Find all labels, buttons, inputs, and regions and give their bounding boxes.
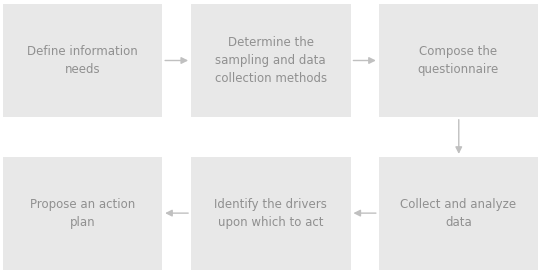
FancyBboxPatch shape (379, 157, 538, 270)
FancyBboxPatch shape (3, 157, 162, 270)
Text: Identify the drivers
upon which to act: Identify the drivers upon which to act (214, 198, 327, 229)
FancyBboxPatch shape (191, 157, 351, 270)
FancyBboxPatch shape (191, 4, 351, 117)
FancyBboxPatch shape (379, 4, 538, 117)
FancyBboxPatch shape (3, 4, 162, 117)
Text: Determine the
sampling and data
collection methods: Determine the sampling and data collecti… (215, 36, 327, 85)
Text: Collect and analyze
data: Collect and analyze data (400, 198, 517, 229)
Text: Propose an action
plan: Propose an action plan (30, 198, 135, 229)
Text: Compose the
questionnaire: Compose the questionnaire (418, 45, 499, 76)
Text: Define information
needs: Define information needs (27, 45, 138, 76)
